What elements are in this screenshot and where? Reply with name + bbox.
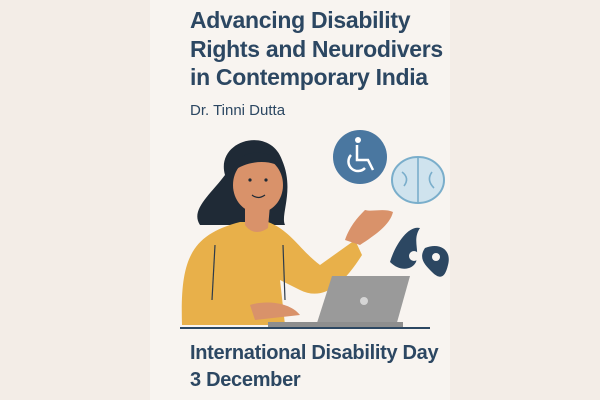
poster-title: Advancing Disability Rights and Neurodiv… <box>190 6 443 92</box>
title-line: Rights and Neurodivers <box>190 35 443 62</box>
laptop-icon <box>268 276 410 327</box>
event-footer: International Disability Day 3 December <box>190 340 439 394</box>
event-date: 3 December <box>190 369 301 391</box>
poster-background <box>150 0 450 400</box>
sign-language-hand-icon <box>390 227 449 277</box>
face <box>233 157 283 213</box>
sweater <box>181 222 362 325</box>
author-name: Dr. Tinni Dutta <box>190 102 286 119</box>
wheelchair-icon <box>333 130 387 184</box>
event-name: International Disability Day <box>190 342 439 364</box>
title-line: in Contemporary India <box>190 64 428 90</box>
raised-hand <box>345 210 393 245</box>
desk-line <box>180 327 430 329</box>
title-line: Advancing Disability <box>190 7 411 33</box>
brain-icon <box>391 156 445 204</box>
